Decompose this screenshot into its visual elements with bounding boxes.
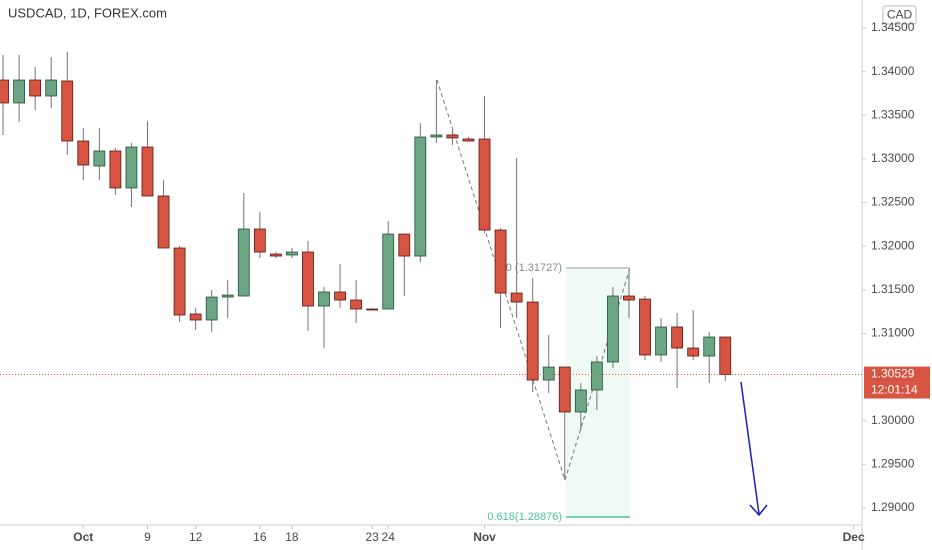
candle-body: [639, 298, 651, 356]
candle-body: [462, 138, 475, 142]
candle-body: [623, 295, 635, 301]
candle-body: [526, 301, 539, 381]
y-tick-label: 1.34500: [871, 20, 915, 34]
y-tick-label: 1.29000: [871, 500, 915, 514]
candle-body: [189, 313, 202, 321]
candle-body: [141, 146, 154, 197]
candle-body: [269, 253, 282, 257]
countdown: 12:01:14: [871, 383, 918, 397]
y-tick-label: 1.31500: [871, 282, 915, 296]
x-tick-label: Dec: [843, 530, 865, 544]
x-tick-label: 9: [144, 530, 151, 544]
y-tick-label: 1.32000: [871, 238, 915, 252]
candle-body: [430, 134, 443, 138]
y-tick-label: 1.31000: [871, 326, 915, 340]
countdown-box: [864, 382, 930, 399]
x-tick-label: 18: [285, 530, 299, 544]
candle-body: [655, 326, 667, 356]
candle-body: [125, 146, 138, 189]
price-box: [864, 366, 930, 383]
candle-body: [719, 336, 732, 375]
candle-body: [478, 138, 491, 231]
candle-body: [93, 150, 106, 167]
currency[interactable]: CAD: [887, 8, 913, 22]
x-tick-label: Nov: [473, 530, 496, 544]
candle-body: [221, 294, 234, 298]
candle-body: [77, 140, 90, 166]
currency-box[interactable]: [882, 5, 917, 25]
candle-body: [237, 228, 250, 297]
fib-label: 0 (1.31727): [506, 262, 562, 274]
candle-body: [350, 299, 363, 310]
candle-body: [366, 308, 379, 311]
candle-body: [109, 150, 122, 189]
candle-body: [414, 136, 427, 257]
chart-title: USDCAD, 1D, FOREX.com: [8, 5, 167, 20]
candle-body: [703, 336, 716, 357]
candle-body: [398, 233, 411, 257]
candle-body: [157, 195, 170, 249]
candle-body: [671, 326, 684, 349]
x-tick-label: 23: [366, 530, 380, 544]
y-tick-label: 1.30000: [871, 413, 915, 427]
arrow: [740, 381, 760, 515]
x-tick-label: Oct: [73, 530, 93, 544]
x-tick-label: 12: [189, 530, 203, 544]
candle-body: [510, 292, 523, 303]
candle-body: [558, 366, 571, 413]
candle-body: [0, 79, 9, 104]
candle-body: [574, 389, 587, 413]
arrow-head: [749, 504, 768, 517]
candle-body: [61, 80, 74, 142]
candle-body: [29, 79, 42, 97]
candle-body: [334, 291, 346, 301]
candle-body: [318, 291, 330, 307]
candle-body: [45, 79, 58, 97]
price-label: 1.30529: [871, 367, 915, 381]
y-tick-label: 1.33000: [871, 151, 915, 165]
candle-body: [253, 228, 266, 253]
y-tick-label: 1.34000: [871, 64, 915, 78]
candle-body: [13, 79, 25, 104]
y-tick-label: 1.32500: [871, 195, 915, 209]
y-tick-label: 1.33500: [871, 107, 915, 121]
plot: [0, 52, 732, 481]
candle-body: [542, 366, 555, 381]
candle-body: [382, 233, 395, 310]
candle-body: [286, 251, 298, 256]
candle-body: [687, 347, 700, 357]
candle-body: [173, 247, 186, 316]
y-tick-label: 1.29500: [871, 457, 915, 471]
candle-body: [302, 251, 314, 307]
candle-body: [607, 295, 619, 363]
candle-body: [590, 361, 603, 391]
x-tick-label: 24: [382, 530, 396, 544]
x-tick-label: 16: [253, 530, 267, 544]
candle-body: [446, 134, 459, 139]
candle-body: [494, 229, 507, 294]
fib-label: 0.618(1.28876): [487, 511, 562, 523]
candle-body: [205, 296, 218, 321]
